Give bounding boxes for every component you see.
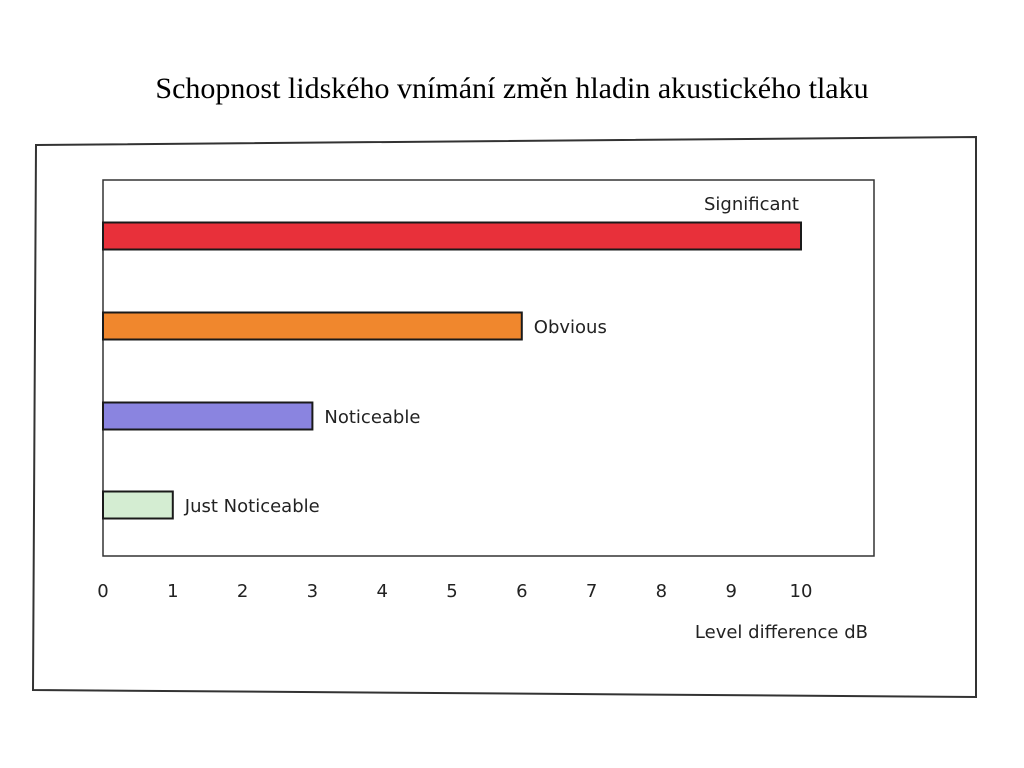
x-tick-label: 10 <box>790 581 813 602</box>
bar-obvious <box>102 311 523 341</box>
outer-frame <box>31 135 977 699</box>
bar-just-noticeable <box>102 490 174 520</box>
bar-label-noticeable: Noticeable <box>324 407 420 428</box>
x-tick-label: 9 <box>725 581 736 602</box>
x-tick-label: 4 <box>376 581 387 602</box>
plot-area <box>102 179 875 557</box>
bar-noticeable <box>102 401 314 431</box>
x-tick-label: 0 <box>97 581 108 602</box>
bar-label-obvious: Obvious <box>534 317 607 338</box>
x-tick-label: 6 <box>516 581 527 602</box>
x-tick-label: 8 <box>656 581 667 602</box>
x-tick-label: 3 <box>307 581 318 602</box>
bar-label-just-noticeable: Just Noticeable <box>184 496 320 517</box>
x-axis-label: Level difference dB <box>695 622 868 643</box>
bar-significant <box>102 221 802 251</box>
x-tick-label: 1 <box>167 581 178 602</box>
x-tick-label: 5 <box>446 581 457 602</box>
x-axis-ticks: 0 1 2 3 4 5 6 7 8 9 10 <box>97 581 812 602</box>
x-tick-label: 7 <box>586 581 597 602</box>
slide-title: Schopnost lidského vnímání změn hladin a… <box>155 72 869 105</box>
bar-labels-layer: Significant Obvious Noticeable Just Noticea… <box>184 194 799 517</box>
bars-layer <box>102 221 802 520</box>
bar-label-significant: Significant <box>704 194 799 215</box>
x-tick-label: 2 <box>237 581 248 602</box>
